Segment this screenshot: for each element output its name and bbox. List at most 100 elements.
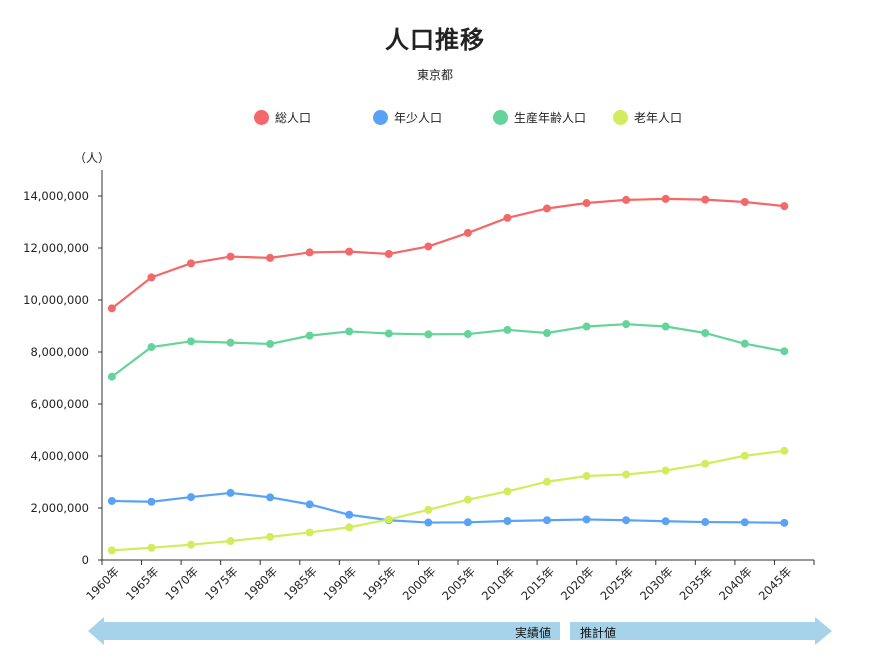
data-point[interactable] <box>740 518 749 527</box>
data-point[interactable] <box>305 331 314 340</box>
x-tick-label: 1970年 <box>162 564 201 603</box>
data-point[interactable] <box>701 195 710 204</box>
legend-label-youth: 年少人口 <box>394 111 443 125</box>
data-point[interactable] <box>503 213 512 222</box>
data-point[interactable] <box>543 204 551 213</box>
x-tick-label: 1980年 <box>241 564 280 603</box>
data-point[interactable] <box>582 199 591 208</box>
data-point[interactable] <box>543 516 551 525</box>
data-point[interactable] <box>187 540 195 549</box>
y-tick-label: 4,000,000 <box>30 449 89 463</box>
chart-title: 人口推移 <box>385 26 485 54</box>
data-point[interactable] <box>147 343 156 352</box>
data-point[interactable] <box>740 451 749 460</box>
data-point[interactable] <box>661 194 670 203</box>
x-tick-label: 2045年 <box>756 564 795 603</box>
data-point[interactable] <box>226 252 235 261</box>
x-tick-label: 2040年 <box>716 564 755 603</box>
data-point[interactable] <box>187 259 195 268</box>
data-point[interactable] <box>463 495 472 504</box>
x-tick-label: 2010年 <box>479 564 518 603</box>
data-point[interactable] <box>582 322 591 331</box>
data-point[interactable] <box>384 329 393 338</box>
data-point[interactable] <box>424 505 433 514</box>
data-point[interactable] <box>463 518 472 527</box>
projection-values-arrow <box>570 617 832 645</box>
data-point[interactable] <box>107 546 116 555</box>
data-point[interactable] <box>424 518 433 527</box>
data-point[interactable] <box>305 500 314 509</box>
data-point[interactable] <box>187 337 195 346</box>
data-point[interactable] <box>107 304 116 313</box>
data-point[interactable] <box>661 517 670 526</box>
data-point[interactable] <box>463 330 472 339</box>
data-point[interactable] <box>266 532 275 541</box>
series-line-3 <box>111 449 785 552</box>
data-point[interactable] <box>661 466 670 475</box>
data-point[interactable] <box>305 248 314 257</box>
data-point[interactable] <box>266 339 275 348</box>
data-point[interactable] <box>463 228 472 237</box>
data-point[interactable] <box>187 493 195 502</box>
data-point[interactable] <box>622 470 631 479</box>
data-point[interactable] <box>780 518 789 527</box>
legend-item-working-age[interactable]: 生産年齢人口 <box>493 109 586 126</box>
y-tick-label: 2,000,000 <box>30 501 89 515</box>
data-point[interactable] <box>780 446 789 455</box>
legend-item-youth[interactable]: 年少人口 <box>373 109 442 126</box>
legend-marker-youth <box>373 110 388 125</box>
data-point[interactable] <box>424 242 433 251</box>
data-point[interactable] <box>740 197 749 206</box>
chart-subtitle: 東京都 <box>416 68 453 82</box>
data-point[interactable] <box>345 523 354 532</box>
data-point[interactable] <box>266 493 275 502</box>
legend-marker-total <box>254 110 269 125</box>
data-point[interactable] <box>345 510 354 519</box>
x-tick-label: 1960年 <box>83 564 122 603</box>
data-point[interactable] <box>622 516 631 525</box>
data-point[interactable] <box>543 329 551 338</box>
data-point[interactable] <box>543 477 551 486</box>
data-point[interactable] <box>503 517 512 525</box>
legend-item-elderly[interactable]: 老年人口 <box>613 109 682 126</box>
data-point[interactable] <box>701 329 710 338</box>
data-point[interactable] <box>503 325 512 334</box>
x-tick-label: 2030年 <box>637 564 676 603</box>
data-point[interactable] <box>780 347 789 356</box>
data-point[interactable] <box>147 497 156 506</box>
legend-marker-working-age <box>493 110 508 125</box>
data-point[interactable] <box>622 195 631 204</box>
data-point[interactable] <box>266 253 275 262</box>
x-tick-label: 2020年 <box>558 564 597 603</box>
data-point[interactable] <box>345 247 354 256</box>
data-point[interactable] <box>701 459 710 468</box>
y-tick-label: 6,000,000 <box>30 397 89 411</box>
data-point[interactable] <box>701 518 710 527</box>
data-point[interactable] <box>226 537 235 546</box>
data-point[interactable] <box>305 528 314 537</box>
data-point[interactable] <box>661 322 670 331</box>
x-tick-label: 1965年 <box>123 564 162 603</box>
x-tick-label: 2000年 <box>400 564 439 603</box>
data-point[interactable] <box>780 202 789 211</box>
data-point[interactable] <box>147 543 156 552</box>
data-point[interactable] <box>424 330 433 339</box>
legend-label-total: 総人口 <box>275 111 312 125</box>
data-point[interactable] <box>384 249 393 258</box>
legend-item-total[interactable]: 総人口 <box>254 109 311 126</box>
data-point[interactable] <box>226 488 235 497</box>
data-point[interactable] <box>226 338 235 347</box>
data-point[interactable] <box>345 327 354 336</box>
data-point[interactable] <box>503 487 512 496</box>
data-point[interactable] <box>107 372 116 381</box>
data-point[interactable] <box>582 472 591 481</box>
series-line-2 <box>111 323 785 378</box>
x-tick-label: 1985年 <box>281 564 320 603</box>
data-point[interactable] <box>147 273 156 282</box>
data-point[interactable] <box>384 515 393 524</box>
data-point[interactable] <box>740 339 749 348</box>
data-point[interactable] <box>107 496 116 505</box>
data-point[interactable] <box>622 320 631 329</box>
data-point[interactable] <box>582 515 591 524</box>
